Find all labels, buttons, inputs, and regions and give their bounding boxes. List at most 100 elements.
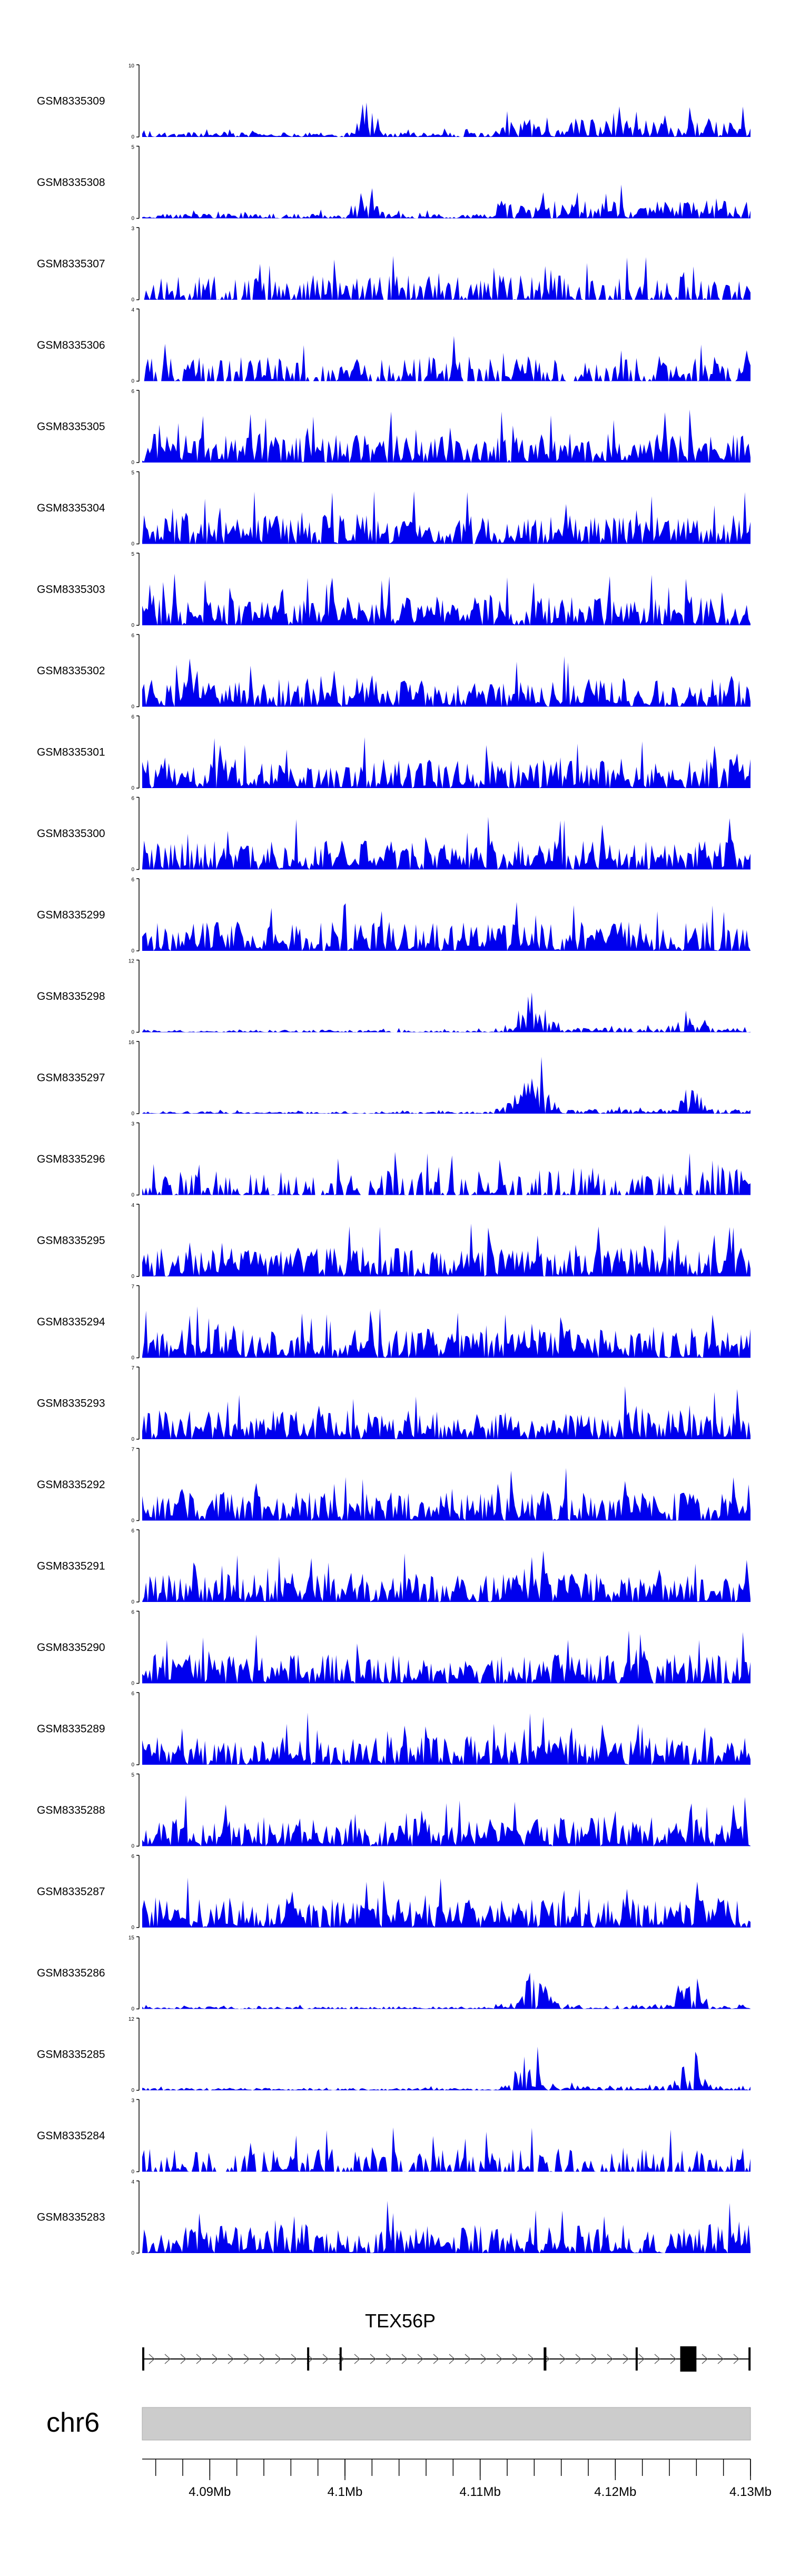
y-axis-max-label: 3 (131, 226, 134, 232)
strand-arrow (149, 2354, 155, 2364)
track-GSM8335301: GSM8335301 6 0 (37, 714, 750, 791)
track-GSM8335294: GSM8335294 7 0 (37, 1284, 750, 1361)
y-axis-max-label: 3 (131, 1122, 134, 1127)
strand-arrow (607, 2354, 613, 2364)
y-axis-min-label: 0 (131, 867, 134, 873)
track-label: GSM8335298 (37, 990, 105, 1002)
track-label: GSM8335292 (37, 1479, 105, 1491)
gene-exon (748, 2347, 751, 2371)
y-axis-min-label: 0 (131, 1599, 134, 1605)
y-axis-min-label: 0 (131, 297, 134, 303)
coverage-area (142, 1630, 750, 1684)
coverage-area (142, 1713, 750, 1765)
y-axis-max-label: 16 (129, 1040, 135, 1046)
y-axis-max-label: 4 (131, 308, 134, 313)
strand-arrow (717, 2354, 724, 2364)
track-label: GSM8335295 (37, 1235, 105, 1247)
track-label: GSM8335300 (37, 828, 105, 840)
genome-axis: 4.09Mb 4.1Mb 4.11Mb 4.12Mb 4.13Mb (142, 2459, 772, 2499)
track-label: GSM8335308 (37, 176, 105, 189)
strand-arrow (654, 2354, 660, 2364)
y-axis-max-label: 5 (131, 145, 134, 151)
y-axis-min-label: 0 (131, 1193, 134, 1198)
track-GSM8335306: GSM8335306 4 0 (37, 308, 750, 385)
coverage-area (142, 656, 750, 707)
coverage-area (142, 336, 750, 381)
track-label: GSM8335290 (37, 1641, 105, 1654)
strand-arrow (291, 2354, 297, 2364)
strand-arrow (354, 2354, 360, 2364)
y-axis-max-label: 7 (131, 1447, 134, 1453)
track-GSM8335296: GSM8335296 3 0 (37, 1122, 750, 1198)
track-label: GSM8335294 (37, 1316, 105, 1328)
coverage-area (142, 1550, 750, 1602)
y-axis-min-label: 0 (131, 704, 134, 710)
strand-arrow (180, 2354, 186, 2364)
track-label: GSM8335309 (37, 95, 105, 107)
y-axis-min-label: 0 (131, 460, 134, 466)
track-label: GSM8335283 (37, 2211, 105, 2224)
y-axis-min-label: 0 (131, 1030, 134, 1036)
gene-exon (635, 2347, 638, 2371)
y-axis-min-label: 0 (131, 623, 134, 628)
y-axis-min-label: 0 (131, 379, 134, 385)
strand-arrow (401, 2354, 408, 2364)
y-axis-max-label: 6 (131, 1854, 134, 1860)
y-axis-max-label: 6 (131, 714, 134, 720)
track-GSM8335305: GSM8335305 6 0 (37, 389, 750, 466)
y-axis-min-label: 0 (131, 785, 134, 791)
y-axis-min-label: 0 (131, 542, 134, 547)
y-axis-max-label: 7 (131, 1365, 134, 1371)
track-label: GSM8335291 (37, 1560, 105, 1572)
strand-arrow (196, 2354, 202, 2364)
track-GSM8335302: GSM8335302 6 0 (37, 633, 750, 710)
strand-arrow (243, 2354, 250, 2364)
coverage-area (142, 102, 750, 137)
y-axis-min-label: 0 (131, 1437, 134, 1442)
y-axis-min-label: 0 (131, 1925, 134, 1931)
y-axis-max-label: 3 (131, 2098, 134, 2104)
coverage-area (142, 1972, 750, 2009)
strand-arrow (228, 2354, 234, 2364)
y-axis-min-label: 0 (131, 2088, 134, 2093)
strand-arrow (433, 2354, 439, 2364)
track-GSM8335290: GSM8335290 6 0 (37, 1610, 750, 1687)
coverage-area (142, 1152, 750, 1195)
strand-arrow (480, 2354, 487, 2364)
strand-arrow (623, 2354, 629, 2364)
track-label: GSM8335305 (37, 421, 105, 433)
track-GSM8335303: GSM8335303 5 0 (37, 552, 750, 628)
strand-arrow (733, 2354, 739, 2364)
gene-exon (307, 2347, 310, 2371)
y-axis-min-label: 0 (131, 2007, 134, 2012)
y-axis-min-label: 0 (131, 2169, 134, 2175)
strand-arrow (275, 2354, 281, 2364)
strand-arrow (591, 2354, 597, 2364)
strand-arrow (670, 2354, 676, 2364)
strand-arrow (212, 2354, 218, 2364)
coverage-area (142, 491, 750, 544)
track-label: GSM8335284 (37, 2130, 105, 2142)
track-GSM8335304: GSM8335304 5 0 (37, 470, 750, 547)
strand-arrow (638, 2354, 645, 2364)
coverage-area (142, 1877, 750, 1928)
strand-arrow (259, 2354, 265, 2364)
genome-axis-tick-label: 4.12Mb (594, 2485, 636, 2499)
coverage-area (142, 1306, 750, 1358)
coverage-area (142, 817, 750, 870)
y-axis-min-label: 0 (131, 216, 134, 222)
y-axis-min-label: 0 (131, 134, 134, 140)
y-axis-min-label: 0 (131, 948, 134, 954)
genome-axis-tick-label: 4.13Mb (729, 2485, 772, 2499)
y-axis-max-label: 10 (129, 63, 135, 69)
genome-axis-tick-label: 4.09Mb (189, 2485, 231, 2499)
y-axis-min-label: 0 (131, 1762, 134, 1768)
track-GSM8335286: GSM8335286 15 0 (37, 1935, 750, 2012)
y-axis-min-label: 0 (131, 1681, 134, 1687)
strand-arrow (496, 2354, 502, 2364)
track-label: GSM8335297 (37, 1072, 105, 1084)
track-label: GSM8335293 (37, 1398, 105, 1410)
coverage-area (142, 1468, 750, 1521)
coverage-area (142, 409, 750, 463)
coverage-area (142, 1795, 750, 1846)
